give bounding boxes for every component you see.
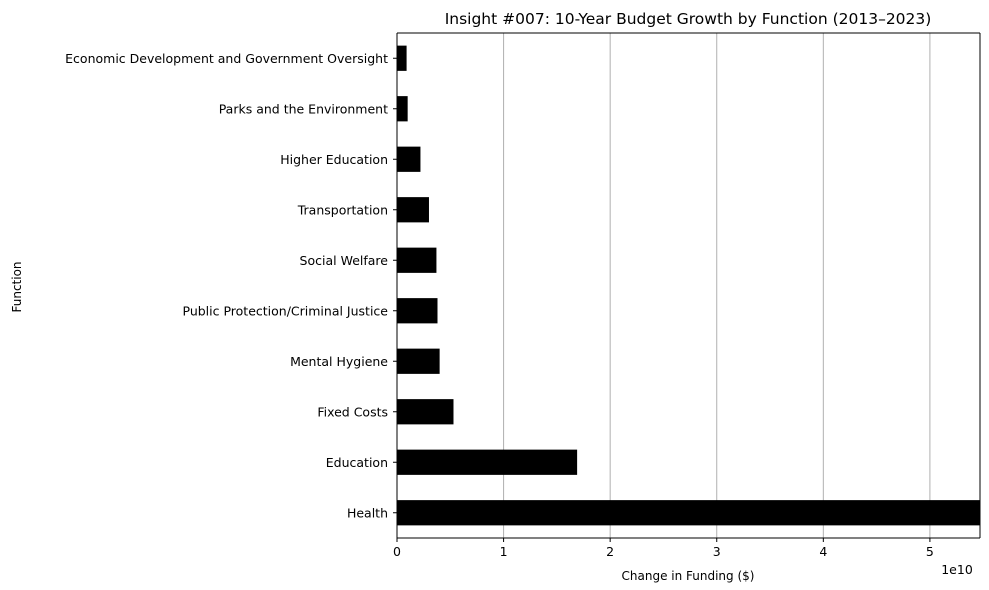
- x-tick-labels: 0 1 2 3 4 5: [393, 538, 934, 559]
- axes: [396, 32, 981, 539]
- bar: [397, 96, 408, 122]
- bar: [397, 247, 437, 273]
- bar: [397, 45, 407, 71]
- y-tick-label: Higher Education: [280, 152, 388, 167]
- y-tick-label: Social Welfare: [300, 253, 389, 268]
- bar: [397, 197, 429, 223]
- y-tick-label: Transportation: [297, 202, 388, 217]
- bar: [397, 146, 421, 172]
- y-tick-labels: Economic Development and Government Over…: [65, 51, 397, 520]
- bars: [397, 45, 980, 526]
- chart-title: Insight #007: 10-Year Budget Growth by F…: [445, 10, 932, 28]
- y-tick-label: Fixed Costs: [317, 404, 388, 419]
- bar: [397, 500, 980, 526]
- x-tick-label: 3: [713, 544, 721, 559]
- y-tick-label: Economic Development and Government Over…: [65, 51, 388, 66]
- y-tick-label: Mental Hygiene: [290, 354, 388, 369]
- x-tick-label: 1: [500, 544, 508, 559]
- y-tick-label: Education: [326, 455, 388, 470]
- x-tick-label: 4: [819, 544, 827, 559]
- x-axis-offset-label: 1e10: [941, 562, 973, 577]
- y-axis-label: Function: [10, 261, 24, 312]
- x-axis-label: Change in Funding ($): [622, 569, 755, 583]
- y-tick-label: Health: [347, 505, 388, 520]
- y-tick-label: Public Protection/Criminal Justice: [183, 303, 389, 318]
- x-tick-label: 5: [926, 544, 934, 559]
- bar: [397, 399, 454, 425]
- x-tick-label: 0: [393, 544, 401, 559]
- bar: [397, 348, 440, 374]
- bar: [397, 449, 578, 475]
- y-tick-label: Parks and the Environment: [219, 101, 388, 116]
- x-tick-label: 2: [606, 544, 614, 559]
- bar: [397, 298, 438, 324]
